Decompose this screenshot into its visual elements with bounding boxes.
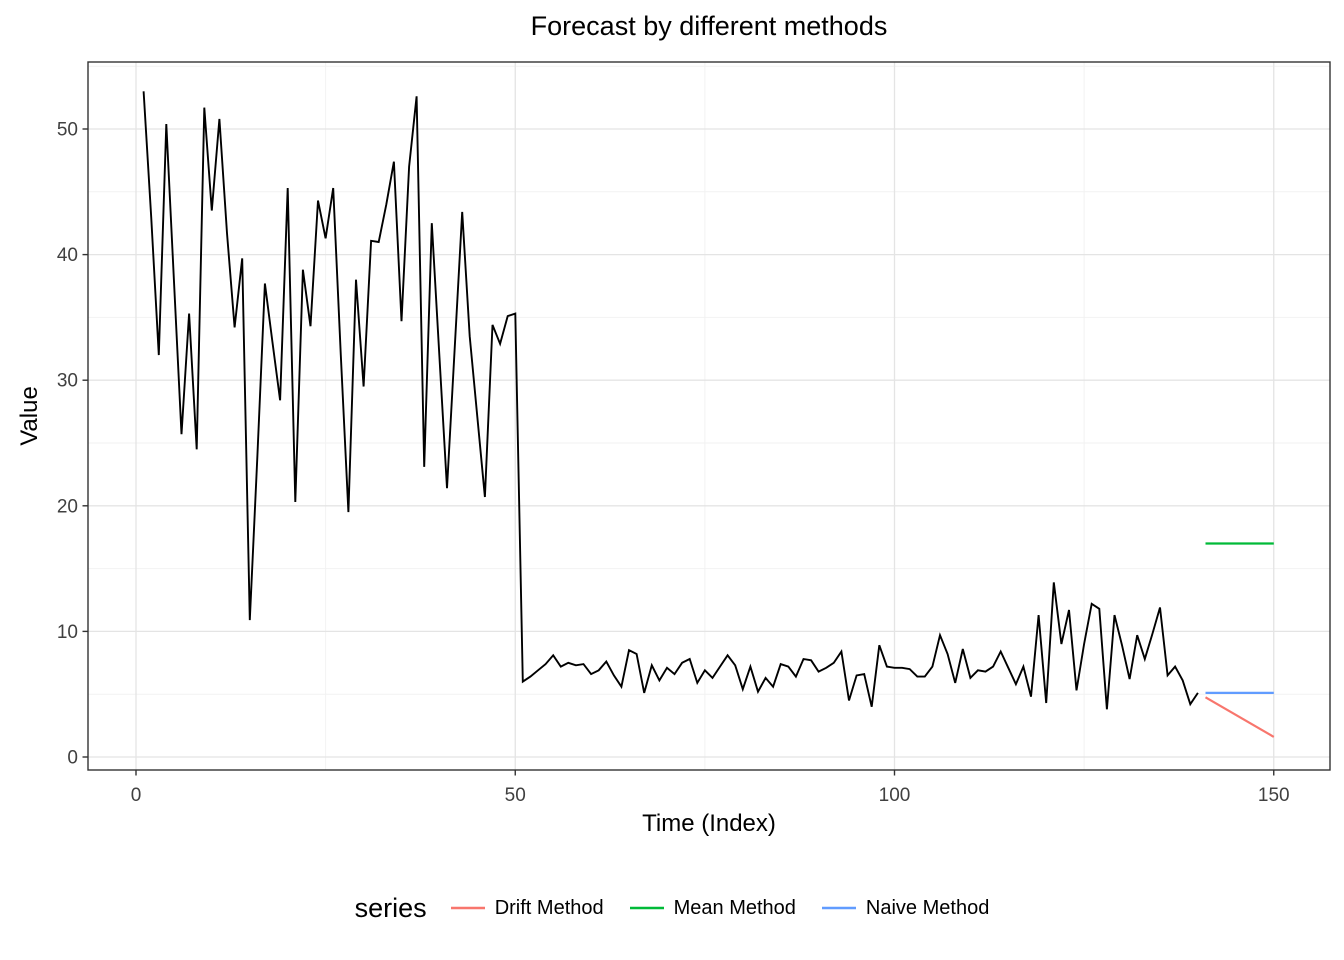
legend-key-line-naive-method — [821, 906, 856, 910]
y-tick-label-10: 10 — [57, 622, 78, 643]
x-tick-label-100: 100 — [879, 785, 911, 806]
x-axis-title: Time (Index) — [642, 810, 776, 837]
y-tick-label-40: 40 — [57, 245, 78, 266]
panel-background — [88, 62, 1330, 770]
legend-label-naive-method: Naive Method — [865, 896, 990, 919]
legend-key-line-mean-method — [629, 906, 664, 910]
legend-item-mean-method: Mean Method — [629, 896, 796, 920]
legend-label-drift-method: Drift Method — [494, 896, 604, 919]
y-ticks — [82, 128, 88, 758]
legend-items: Drift Method Mean Method Naive Method — [450, 896, 990, 920]
x-tick-label-150: 150 — [1258, 785, 1290, 806]
legend-item-naive-method: Naive Method — [821, 896, 990, 920]
series-drift-method-line — [1204, 696, 1275, 738]
legend: series Drift Method Mean Method Naive Meth… — [0, 885, 1344, 931]
legend-item-drift-method: Drift Method — [450, 896, 604, 920]
y-tick-label-30: 30 — [57, 371, 78, 392]
legend-label-mean-method: Mean Method — [673, 896, 796, 919]
series-observed-line — [142, 91, 1199, 710]
y-tick-label-50: 50 — [57, 120, 78, 141]
gridlines-major — [88, 62, 1330, 770]
x-tick-labels: 0 50 100 150 — [131, 785, 1290, 806]
plot-title: Forecast by different methods — [530, 11, 888, 41]
x-tick-label-50: 50 — [505, 785, 526, 806]
y-tick-labels: 0 10 20 30 40 50 — [57, 120, 78, 769]
x-tick-label-0: 0 — [131, 785, 142, 806]
y-axis-title: Value — [16, 386, 43, 446]
legend-key-line-drift-method — [450, 906, 485, 910]
panel-border — [87, 61, 1331, 771]
y-tick-label-20: 20 — [57, 496, 78, 517]
gridlines-minor — [88, 62, 1330, 770]
y-tick-label-0: 0 — [67, 748, 78, 769]
x-ticks — [135, 770, 1275, 776]
legend-title: series — [354, 892, 427, 923]
